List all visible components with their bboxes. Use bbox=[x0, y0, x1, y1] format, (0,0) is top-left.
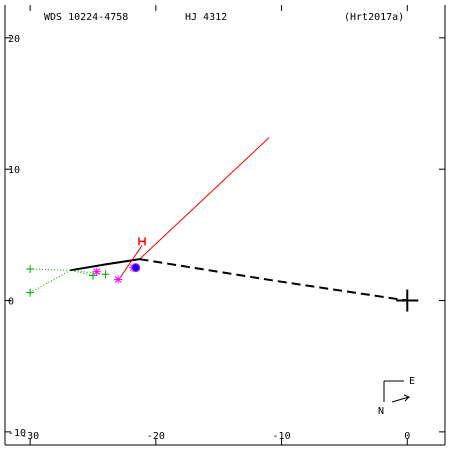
reference-label: (Hrt2017a) bbox=[344, 12, 404, 23]
plot-frame bbox=[4, 5, 446, 446]
y-tick-label: 0 bbox=[8, 297, 14, 308]
speckle-latest-point bbox=[131, 263, 141, 273]
axis-ticks: -30 -20 -10 0 -10 0 10 20 bbox=[5, 5, 445, 445]
micrometer-residual bbox=[30, 268, 71, 271]
speckle-stroke bbox=[114, 276, 122, 283]
speckle-stroke bbox=[93, 268, 101, 275]
node-line bbox=[139, 137, 270, 260]
compass-north-label: N bbox=[378, 406, 384, 417]
compass: E N bbox=[378, 376, 415, 417]
compass-arrow-head bbox=[403, 394, 410, 402]
y-tick-label: -10 bbox=[8, 428, 26, 439]
wds-label: WDS 10224-4758 bbox=[44, 12, 128, 23]
x-tick-label: -10 bbox=[273, 431, 291, 442]
orbit-dashed bbox=[139, 258, 408, 302]
orbit-solid bbox=[70, 258, 140, 272]
hipparcos-point bbox=[138, 237, 146, 246]
y-tick-label: 20 bbox=[8, 34, 20, 45]
speckle-point bbox=[92, 267, 101, 276]
micrometer-residual bbox=[70, 269, 94, 277]
compass-arrow-shaft bbox=[391, 396, 410, 403]
discoverer-label: HJ 4312 bbox=[185, 12, 227, 23]
x-tick-label: -20 bbox=[147, 431, 165, 442]
speckle-point bbox=[114, 275, 123, 284]
y-tick-label: 10 bbox=[8, 165, 20, 176]
x-tick-label: 0 bbox=[404, 431, 410, 442]
chart-marks bbox=[26, 137, 419, 312]
x-tick-label: -30 bbox=[21, 431, 39, 442]
hipparcos-residual bbox=[120, 245, 143, 278]
compass-east-label: E bbox=[409, 376, 415, 387]
